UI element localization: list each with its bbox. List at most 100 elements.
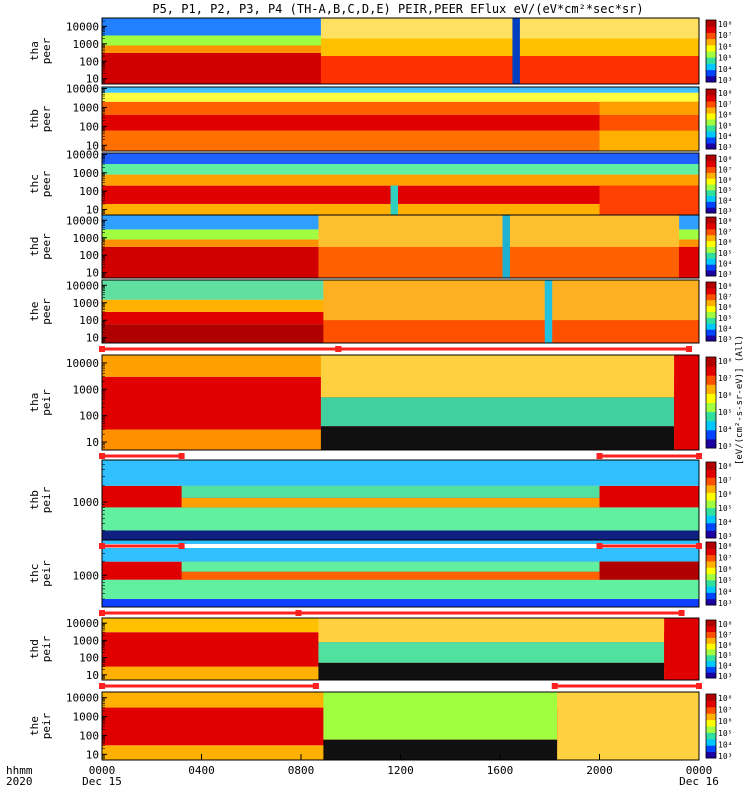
colorbar-swatch	[706, 492, 716, 501]
x-tick-label: 1600	[487, 764, 514, 777]
colorbar-tick-label: 10⁴	[718, 132, 732, 141]
colorbar-tick-label: 10³	[718, 207, 732, 216]
spectrogram-band	[102, 87, 699, 93]
colorbar-swatch	[706, 89, 716, 96]
colorbar-swatch	[706, 631, 716, 638]
colorbar-tick-label: 10⁶	[718, 238, 732, 247]
spectrogram-band	[102, 164, 699, 175]
colorbar-swatch	[706, 548, 716, 556]
colorbar-swatch	[706, 293, 716, 301]
y-tick-label: 10000	[66, 148, 99, 161]
spectrogram-event-band	[502, 215, 510, 278]
colorbar-tick-label: 10⁵	[718, 729, 732, 738]
spectrogram-event-band	[323, 692, 558, 740]
colorbar-swatch	[706, 384, 716, 394]
y-tick-label: 10	[86, 267, 99, 280]
colorbar-frame	[705, 356, 717, 449]
colorbar-swatch	[706, 420, 716, 431]
colorbar-frame	[705, 216, 717, 277]
colorbar-tick-label: 10⁷	[718, 100, 732, 109]
colorbar-swatch	[706, 560, 716, 568]
colorbar-swatch	[706, 542, 716, 549]
colorbar-tick-label: 10⁷	[718, 476, 732, 485]
x-tick-label: 2000	[586, 764, 613, 777]
colorbar-swatch	[706, 119, 716, 126]
colorbar-tick-label: 10⁷	[718, 228, 732, 237]
panel-tha-peer: 10000 1000 100 10 tha peer	[28, 17, 700, 86]
colorbar-tick-label: 10⁶	[718, 391, 732, 400]
colorbar-tick-label: 10³	[718, 143, 732, 152]
y-tick-label: 10	[86, 139, 99, 152]
colorbar-swatch	[706, 411, 716, 422]
y-axis-label-species: peer	[40, 170, 53, 197]
y-axis-label-sc: tha	[28, 41, 41, 61]
spectrogram-event-band	[599, 130, 699, 151]
colorbar-tick-label: 10⁴	[718, 259, 732, 268]
colorbar-swatch	[706, 246, 716, 253]
spectrogram-event-band	[320, 18, 699, 39]
colorbar-tick-label: 10⁸	[718, 282, 732, 291]
colorbar-swatch	[706, 26, 716, 33]
mode-bar-marker	[178, 543, 185, 549]
colorbar-tick-label: 10³	[718, 532, 732, 541]
panel-frame	[101, 617, 700, 681]
colorbar-swatch	[706, 240, 716, 247]
x-tick-date: Dec 16	[679, 775, 719, 788]
spectrogram-event-band	[318, 246, 680, 278]
colorbar-swatch	[706, 700, 716, 708]
colorbar-swatch	[706, 32, 716, 40]
colorbar-swatch	[706, 137, 716, 144]
colorbar-swatch	[706, 305, 716, 312]
mode-bars	[99, 346, 702, 689]
y-tick-label: 100	[79, 410, 99, 423]
y-tick-label: 100	[79, 652, 99, 665]
colorbar-tick-label: 10⁴	[718, 324, 732, 333]
colorbar-swatch	[706, 195, 716, 202]
colorbar-tick-label: 10⁷	[718, 165, 732, 174]
colorbar-label: [eV/(cm²-s-sr-eV)] (All)	[735, 335, 745, 465]
colorbar-tick-label: 10⁵	[718, 576, 732, 585]
spectrogram-event-band	[320, 397, 675, 427]
colorbar-swatch	[706, 567, 716, 574]
colorbar-swatch	[706, 500, 716, 509]
mode-bar-marker	[99, 346, 105, 352]
colorbar-frame	[705, 541, 717, 606]
colorbar-swatch	[706, 207, 716, 214]
colorbar-tick-label: 10⁶	[718, 490, 732, 499]
colorbar-tick-label: 10⁸	[718, 542, 732, 551]
spectrogram-event-band	[512, 18, 520, 84]
spectrogram-band	[102, 92, 699, 102]
panel-thc-peer: 10000 1000 100 10 thc peer	[28, 148, 700, 216]
colorbar-swatch	[706, 282, 716, 289]
panel-thd-peer: 10000 1000 100 10 thd peer	[28, 214, 700, 280]
panel-the-peir: 10000 1000 100 10 the peir	[28, 691, 700, 761]
colorbar-tick-label: 10⁷	[718, 293, 732, 302]
colorbar-tick-label: 10³	[718, 76, 732, 85]
spectrogram-event-band	[320, 56, 699, 84]
colorbar-swatch	[706, 63, 716, 71]
colorbar-swatch	[706, 660, 716, 667]
colorbar-tick-label: 10⁴	[718, 740, 732, 749]
y-tick-label: 10000	[66, 617, 99, 630]
colorbar-frame	[705, 619, 717, 679]
x-axis-label: hhmm	[6, 764, 33, 777]
y-tick-label: 10000	[66, 20, 99, 33]
colorbar-frame	[705, 281, 717, 342]
y-tick-label: 100	[79, 55, 99, 68]
spectrogram-event-band	[599, 561, 699, 580]
colorbar-swatch	[706, 20, 716, 27]
y-axis-label-sc: thd	[28, 639, 41, 659]
y-tick-label: 10000	[66, 279, 99, 292]
colorbar-swatch	[706, 469, 716, 478]
colorbar-tick-label: 10⁸	[718, 89, 732, 98]
colorbar-swatch	[706, 335, 716, 342]
y-tick-label: 1000	[73, 634, 100, 647]
colorbar-tick-label: 10³	[718, 442, 732, 451]
colorbar-tick-label: 10⁶	[718, 42, 732, 51]
colorbar-thb-peir: 10³ 10⁴ 10⁵ 10⁶ 10⁷ 10⁸	[705, 461, 732, 541]
colorbar-swatch	[706, 143, 716, 150]
colorbar-swatch	[706, 620, 716, 627]
